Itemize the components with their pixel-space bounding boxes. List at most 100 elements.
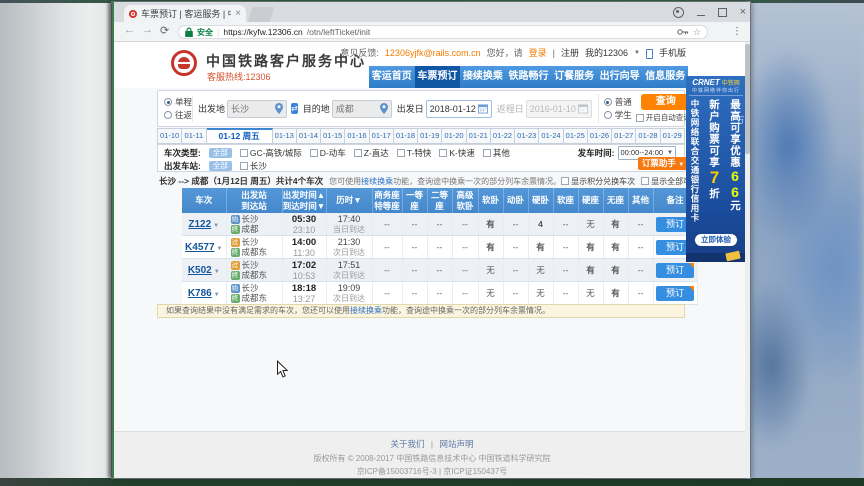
date-tab[interactable]: 01-13 <box>272 128 297 144</box>
train-type-all-badge[interactable]: 全部 <box>208 147 232 158</box>
book-button[interactable]: 预订 <box>656 262 694 278</box>
radio-single-icon[interactable] <box>164 98 172 106</box>
radio-normal-icon[interactable] <box>603 98 612 106</box>
train-code-cell[interactable]: K502 ▼ <box>182 258 227 282</box>
train-code-cell[interactable]: K4577 ▼ <box>182 235 227 259</box>
col-duration[interactable]: 历时▼ <box>326 188 373 213</box>
nav-item-info[interactable]: 信息服务 <box>645 71 686 82</box>
date-tab[interactable]: 01-14 <box>296 128 322 144</box>
show-all-option[interactable]: 显示全部可预订车次 <box>641 176 687 187</box>
about-link[interactable]: 关于我们 <box>390 439 425 449</box>
scrollbar-thumb[interactable] <box>745 44 750 154</box>
radio-round-icon[interactable] <box>164 111 172 119</box>
auto-query-checkbox[interactable] <box>635 113 644 122</box>
date-tab-active[interactable]: 01-12 周五 <box>206 128 273 144</box>
query-button[interactable]: 查询 <box>640 94 691 110</box>
date-tab[interactable]: 01-18 <box>393 128 419 144</box>
filter-type-t[interactable]: T-特快 <box>396 147 431 159</box>
credit-card-ad-banner[interactable]: CRNET 中铁网 中铁网络伴你出行 中铁网络联合交通银行信用卡 新户购票可享7… <box>686 76 746 262</box>
login-link[interactable]: 登录 <box>528 48 547 58</box>
back-icon[interactable]: ← <box>124 24 135 36</box>
checkbox-icon[interactable] <box>439 148 448 157</box>
depart-date-input[interactable]: 2018-01-12 <box>425 99 492 118</box>
filter-type-other[interactable]: 其他 <box>482 147 510 159</box>
nav-item-home[interactable]: 客运首页 <box>371 71 412 82</box>
date-tab[interactable]: 01-17 <box>369 128 394 144</box>
date-tab[interactable]: 01-24 <box>539 128 564 144</box>
nav-item-travel[interactable]: 铁路畅行 <box>508 71 549 82</box>
station-all-badge[interactable]: 全部 <box>208 160 232 171</box>
checkbox-icon[interactable] <box>396 148 405 157</box>
checkbox-icon[interactable] <box>482 148 491 157</box>
filter-type-z[interactable]: Z-直达 <box>353 147 389 159</box>
page-scrollbar[interactable] <box>745 42 750 478</box>
date-tab[interactable]: 01-21 <box>466 128 491 144</box>
window-close-icon[interactable]: × <box>739 5 746 18</box>
my-account-link[interactable]: 我的12306 <box>585 48 629 58</box>
nav-item-transfer[interactable]: 接续换乘 <box>462 71 503 82</box>
date-tab[interactable]: 01-25 <box>563 128 588 144</box>
minimize-icon[interactable] <box>696 14 705 16</box>
radio-student-icon[interactable] <box>603 111 612 119</box>
mobile-link[interactable]: 手机版 <box>658 48 686 58</box>
filter-type-d[interactable]: D-动车 <box>309 147 346 159</box>
lock-icon <box>185 27 193 37</box>
to-station-input[interactable]: 成都 <box>331 99 392 118</box>
trip-single-option[interactable]: 单程 <box>164 96 192 109</box>
date-tab[interactable]: 01-23 <box>515 128 540 144</box>
date-tab[interactable]: 01-28 <box>636 128 661 144</box>
checkbox-icon[interactable] <box>309 148 318 157</box>
filter-type-k[interactable]: K-快速 <box>439 147 475 159</box>
date-tab[interactable]: 01-26 <box>587 128 613 144</box>
forward-icon[interactable]: → <box>142 24 153 36</box>
booking-helper-button[interactable]: 订票助手 ▼ <box>638 157 688 170</box>
feedback-email-link[interactable]: 12306yjfk@rails.com.cn <box>384 47 481 58</box>
checkbox-icon[interactable] <box>239 148 248 157</box>
type-student-option[interactable]: 学生 <box>603 109 632 122</box>
filter-station-changsha[interactable]: 长沙 <box>239 160 267 172</box>
transfer-link[interactable]: 接续换乘 <box>361 176 394 186</box>
date-tab[interactable]: 01-22 <box>490 128 516 144</box>
col-train[interactable]: 车次 <box>182 188 227 213</box>
filter-type-gc[interactable]: GC-高铁/城际 <box>239 147 302 159</box>
auto-query-option[interactable]: 开启自动查询 <box>635 112 691 123</box>
date-tab[interactable]: 01-10 <box>157 128 183 144</box>
checkbox-icon[interactable] <box>353 148 362 157</box>
date-tab[interactable]: 01-15 <box>321 128 346 144</box>
date-tab[interactable]: 01-20 <box>442 128 467 144</box>
checkbox-icon[interactable] <box>561 177 570 185</box>
nav-item-booking[interactable]: 车票预订 <box>414 66 461 88</box>
train-code-cell[interactable]: Z122 ▼ <box>182 213 227 236</box>
address-bar[interactable]: 安全 | https://kyfw.12306.cn /otn/leftTick… <box>178 25 708 39</box>
ad-cta-button[interactable]: 立即体验 <box>695 234 737 246</box>
date-tab[interactable]: 01-29 <box>660 128 685 144</box>
col-times[interactable]: 出发时间▲ 到达时间▼ <box>282 188 327 213</box>
new-tab-button[interactable] <box>247 7 275 22</box>
checkbox-icon[interactable] <box>239 161 248 170</box>
browser-menu-icon[interactable]: ⋮ <box>732 26 742 37</box>
bookmark-star-icon[interactable]: ☆ <box>692 26 701 37</box>
trip-round-option[interactable]: 往返 <box>164 109 192 122</box>
from-station-input[interactable]: 长沙 <box>227 99 288 118</box>
date-tab[interactable]: 01-11 <box>182 128 207 144</box>
key-icon[interactable] <box>677 28 689 36</box>
date-tab[interactable]: 01-16 <box>345 128 370 144</box>
train-code-cell[interactable]: K786 ▼ <box>182 281 227 305</box>
maximize-icon[interactable] <box>717 7 727 17</box>
show-points-option[interactable]: 显示积分兑换车次 <box>561 176 635 187</box>
book-button[interactable]: 预订 <box>656 285 694 301</box>
browser-tab[interactable]: 车票预订 | 客运服务 | 中 × <box>124 5 246 22</box>
register-link[interactable]: 注册 <box>560 48 579 58</box>
nav-item-meal[interactable]: 订餐服务 <box>554 71 595 82</box>
date-tab[interactable]: 01-19 <box>418 128 443 144</box>
profile-icon[interactable] <box>672 6 684 18</box>
nav-item-guide[interactable]: 出行向导 <box>599 71 640 82</box>
checkbox-icon[interactable] <box>641 177 650 185</box>
refresh-icon[interactable]: ⟳ <box>160 25 170 37</box>
tab-close-icon[interactable]: × <box>235 7 241 19</box>
date-tab[interactable]: 01-27 <box>612 128 637 144</box>
swap-stations-icon[interactable]: ⇄ <box>291 103 298 114</box>
type-normal-option[interactable]: 普通 <box>603 96 632 109</box>
statement-link[interactable]: 网站声明 <box>439 439 474 449</box>
transfer-link[interactable]: 接续换乘 <box>350 306 382 315</box>
